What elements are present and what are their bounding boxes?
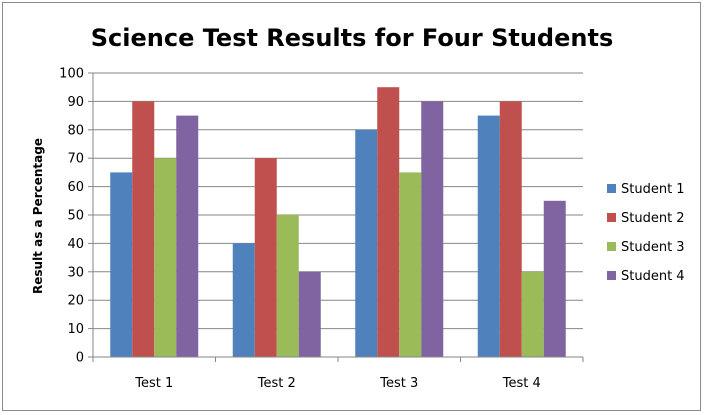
bar xyxy=(377,87,400,357)
legend-label: Student 1 xyxy=(621,182,685,197)
bar xyxy=(521,271,544,357)
x-tick-labels: Test 1 Test 2 Test 3 Test 4 xyxy=(134,376,541,391)
bar xyxy=(298,271,321,357)
y-tick-label: 50 xyxy=(67,209,84,224)
bar xyxy=(477,115,500,357)
legend-label: Student 3 xyxy=(621,240,685,255)
y-tick-labels: 0 10 20 30 40 50 60 70 80 90 100 xyxy=(59,67,84,366)
y-tick-label: 0 xyxy=(76,351,84,366)
y-tick-label: 10 xyxy=(67,322,84,337)
axes xyxy=(92,73,584,362)
y-tick-label: 100 xyxy=(59,67,84,82)
legend-swatch xyxy=(607,242,616,251)
y-tick-label: 30 xyxy=(67,265,84,280)
legend-label: Student 4 xyxy=(621,269,685,284)
y-tick-label: 70 xyxy=(67,152,84,167)
bar xyxy=(232,243,255,357)
x-tick-label: Test 1 xyxy=(134,376,173,391)
bar xyxy=(176,115,199,357)
legend-swatch xyxy=(607,271,616,280)
y-tick-label: 90 xyxy=(67,95,84,110)
bar xyxy=(254,158,277,357)
y-tick-label: 80 xyxy=(67,123,84,138)
bar xyxy=(543,200,566,357)
legend-swatch xyxy=(607,213,616,222)
chart-title: Science Test Results for Four Students xyxy=(91,24,613,52)
legend: Student 1 Student 2 Student 3 Student 4 xyxy=(607,182,685,284)
y-axis-label: Result as a Percentage xyxy=(31,138,45,294)
y-tick-label: 60 xyxy=(67,180,84,195)
bar xyxy=(421,101,444,358)
legend-swatch xyxy=(607,184,616,193)
bar xyxy=(276,215,299,357)
bar xyxy=(355,129,378,357)
bar xyxy=(154,158,177,357)
bar xyxy=(399,172,422,357)
bar xyxy=(499,101,522,358)
bar xyxy=(110,172,133,357)
y-tick-label: 20 xyxy=(67,294,84,309)
bars xyxy=(110,87,566,358)
x-tick-label: Test 2 xyxy=(257,376,296,391)
x-tick-label: Test 4 xyxy=(502,376,541,391)
y-tick-label: 40 xyxy=(67,237,84,252)
x-tick-label: Test 3 xyxy=(379,376,418,391)
legend-label: Student 2 xyxy=(621,211,685,226)
bar xyxy=(132,101,155,358)
